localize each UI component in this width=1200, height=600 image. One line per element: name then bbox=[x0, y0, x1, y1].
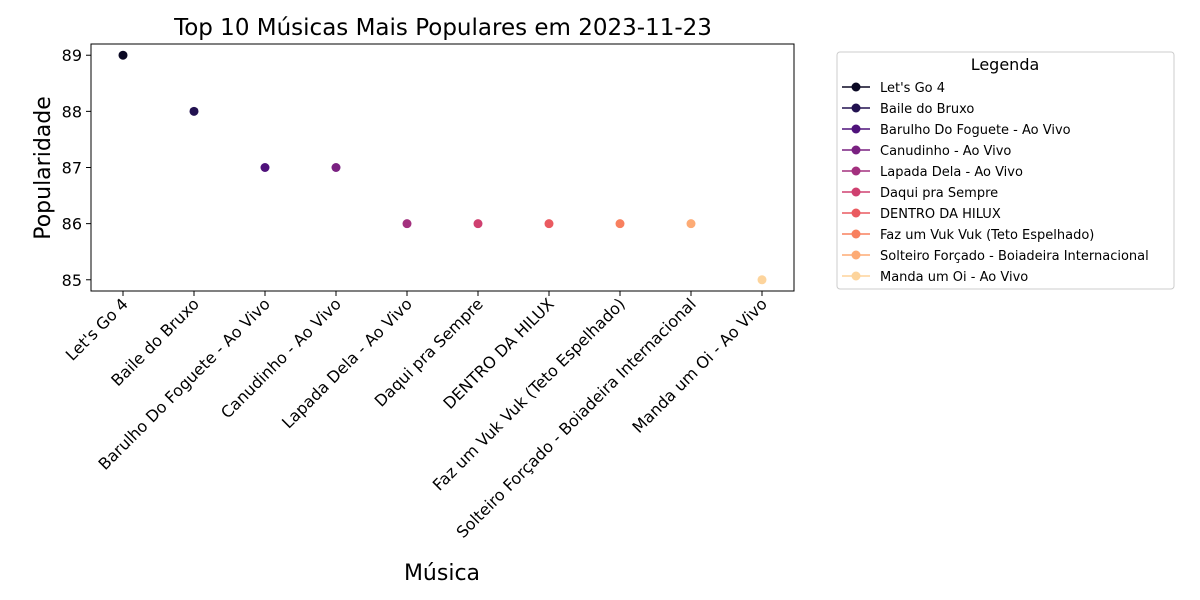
x-axis-label: Música bbox=[404, 561, 480, 586]
y-tick-label: 89 bbox=[62, 46, 82, 65]
data-point bbox=[189, 106, 199, 116]
data-point bbox=[402, 219, 412, 229]
legend-entry-label: Let's Go 4 bbox=[880, 81, 945, 96]
legend-marker bbox=[851, 166, 861, 176]
y-axis-label: Popularidade bbox=[31, 96, 56, 240]
data-point bbox=[686, 219, 696, 229]
x-tick-label: Lapada Dela - Ao Vivo bbox=[278, 294, 416, 432]
legend: Legenda Let's Go 4 Baile do Bruxo Barulho … bbox=[836, 51, 1175, 290]
chart-title: Top 10 Músicas Mais Populares em 2023-11… bbox=[173, 15, 712, 41]
legend-title: Legenda bbox=[971, 55, 1040, 74]
data-point bbox=[544, 219, 554, 229]
legend-entry-label: Faz um Vuk Vuk (Teto Espelhado) bbox=[880, 228, 1094, 243]
x-tick-label: Manda um Oi - Ao Vivo bbox=[628, 294, 770, 436]
x-tick-label: Let's Go 4 bbox=[62, 294, 132, 364]
x-tick-label: Solteiro Forçado - Boiadeira Internacion… bbox=[453, 294, 700, 541]
legend-entry-label: Manda um Oi - Ao Vivo bbox=[880, 270, 1028, 285]
legend-frame bbox=[836, 51, 1175, 290]
legend-marker bbox=[851, 145, 861, 155]
legend-marker bbox=[851, 208, 861, 218]
legend-entry-label: Daqui pra Sempre bbox=[880, 186, 998, 201]
legend-marker bbox=[851, 271, 861, 281]
legend-entry-label: Lapada Dela - Ao Vivo bbox=[880, 165, 1023, 180]
legend-items: Let's Go 4 Baile do Bruxo Barulho Do Fogue… bbox=[842, 81, 1149, 285]
legend-marker bbox=[851, 124, 861, 134]
y-tick-label: 86 bbox=[62, 215, 82, 234]
legend-marker bbox=[851, 229, 861, 239]
y-tick-label: 88 bbox=[62, 102, 82, 121]
legend-entry-label: DENTRO DA HILUX bbox=[880, 207, 1001, 222]
legend-entry-label: Canudinho - Ao Vivo bbox=[880, 144, 1011, 159]
x-tick-label: Canudinho - Ao Vivo bbox=[217, 294, 345, 422]
y-tick-label: 87 bbox=[62, 159, 82, 178]
y-tick-label: 85 bbox=[62, 271, 82, 290]
legend-marker bbox=[851, 250, 861, 260]
data-point bbox=[757, 275, 767, 285]
legend-entry-label: Baile do Bruxo bbox=[880, 102, 974, 117]
data-point bbox=[260, 163, 270, 172]
legend-marker bbox=[851, 187, 861, 197]
data-point bbox=[615, 219, 625, 229]
plot-frame bbox=[90, 43, 795, 292]
data-point bbox=[118, 50, 128, 60]
data-points bbox=[118, 50, 767, 285]
data-point bbox=[331, 163, 341, 172]
y-axis: 85 86 87 88 89 bbox=[62, 46, 91, 290]
data-point bbox=[473, 219, 483, 229]
legend-entry-label: Solteiro Forçado - Boiadeira Internacion… bbox=[880, 249, 1149, 264]
legend-marker bbox=[851, 82, 861, 92]
legend-marker bbox=[851, 103, 861, 113]
legend-entry-label: Barulho Do Foguete - Ao Vivo bbox=[880, 123, 1071, 138]
